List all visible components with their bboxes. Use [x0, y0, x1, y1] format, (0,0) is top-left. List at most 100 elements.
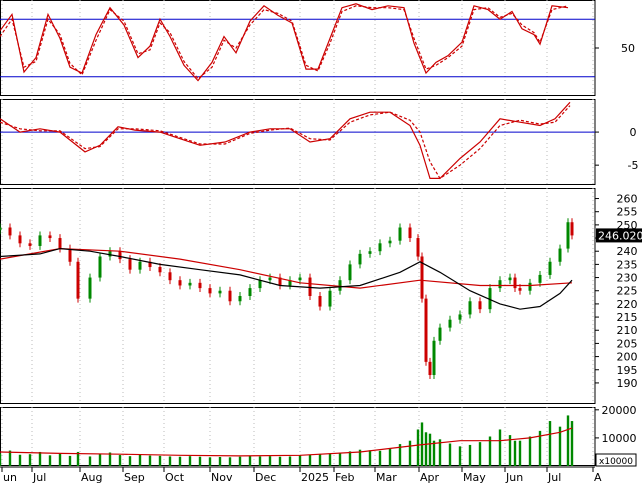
- volume-bar: [0, 453, 2, 466]
- volume-bar: [508, 435, 512, 466]
- candle-body: [288, 280, 292, 286]
- candle-body: [18, 235, 22, 244]
- candle-body: [98, 256, 102, 278]
- volume-bar: [88, 456, 92, 466]
- candle-body: [158, 267, 162, 273]
- candle-body: [58, 238, 62, 249]
- x-tick-label-0: un: [3, 471, 17, 484]
- volume-bar: [388, 448, 392, 466]
- volume-bar: [358, 449, 362, 466]
- candle-body: [488, 288, 492, 310]
- volume-bar: [28, 454, 32, 466]
- volume-bar: [570, 421, 574, 466]
- candle-body: [478, 301, 482, 310]
- candle-body: [38, 235, 42, 246]
- volume-bar: [108, 452, 112, 466]
- volume-bar: [458, 446, 462, 466]
- candle-body: [338, 280, 342, 291]
- price-tick-label-13: 195: [617, 364, 638, 377]
- volume-frame: [0, 407, 596, 466]
- oscillator-panel: 0 -5: [0, 99, 638, 185]
- x-tick-label-3: Sep: [124, 471, 145, 484]
- volume-tick-label-1: 10000: [602, 432, 637, 445]
- candle-body: [548, 261, 552, 275]
- x-tick-label-14: A: [594, 471, 602, 484]
- candle-body: [518, 288, 522, 291]
- volume-bar: [158, 455, 162, 466]
- price-tick-label-10: 210: [617, 324, 638, 337]
- volume-tick-label-0: 20000: [602, 404, 637, 417]
- volume-bar: [148, 455, 152, 466]
- candle-body: [128, 259, 132, 270]
- candle-body: [148, 261, 152, 268]
- volume-bar: [318, 453, 322, 466]
- volume-bar: [288, 456, 292, 466]
- candle-body: [438, 327, 442, 341]
- oscillator-tick-label-1: -5: [628, 159, 639, 172]
- candle-body: [178, 280, 182, 286]
- candle-body: [76, 261, 80, 299]
- price-tick-label-7: 225: [617, 285, 638, 298]
- x-tick-label-9: Mar: [376, 471, 397, 484]
- volume-ma: [0, 427, 573, 457]
- volume-bar: [368, 450, 372, 466]
- volume-bar: [68, 455, 72, 466]
- volume-bar: [566, 415, 570, 466]
- volume-bar: [328, 453, 332, 466]
- candle-body: [448, 319, 452, 328]
- x-tick-label-12: Jun: [505, 471, 523, 484]
- oscillator-line-0: [0, 101, 571, 179]
- volume-bar: [228, 457, 232, 466]
- candle-body: [416, 238, 420, 257]
- volume-bar: [8, 450, 12, 466]
- x-axis: un Jul Aug Sep Oct Nov Dec 2025 Feb Mar Apr May Jun J…: [0, 466, 602, 484]
- volume-bar: [538, 430, 542, 466]
- volume-bar: [118, 455, 122, 466]
- stochastic-tick-label-0: 50: [621, 42, 635, 55]
- volume-bar: [424, 432, 428, 466]
- candle-body: [318, 296, 322, 307]
- volume-bar: [76, 451, 80, 466]
- candle-body: [508, 277, 512, 281]
- volume-bar: [208, 457, 212, 466]
- volume-bar: [198, 456, 202, 466]
- candle-body: [358, 253, 362, 265]
- candle-body: [538, 274, 542, 283]
- volume-bar: [488, 436, 492, 466]
- candle-body: [208, 288, 212, 294]
- x-tick-label-1: Jul: [32, 471, 46, 484]
- candle-body: [398, 227, 402, 241]
- price-tick-label-8: 220: [617, 298, 638, 311]
- oscillator-frame: [0, 99, 596, 185]
- x-tick-label-4: Oct: [165, 471, 185, 484]
- volume-bar: [58, 453, 62, 466]
- volume-bar: [168, 456, 172, 466]
- volume-bar: [338, 452, 342, 466]
- candle-body: [298, 277, 302, 281]
- candle-body: [248, 288, 252, 296]
- candle-body: [88, 277, 92, 299]
- volume-bar: [218, 457, 222, 466]
- price-tick-label-6: 230: [617, 272, 638, 285]
- candle-body: [458, 314, 462, 320]
- last-price-badge: [596, 228, 642, 243]
- volume-bar: [188, 456, 192, 466]
- volume-panel: 20000 10000 x10000: [0, 404, 637, 467]
- price-tick-label-4: 240: [617, 245, 638, 258]
- last-price-label: 246.020: [598, 229, 643, 242]
- candle-body: [8, 227, 12, 236]
- price-ma-long: [0, 247, 573, 289]
- candle-body: [468, 301, 472, 315]
- candle-body: [48, 235, 52, 239]
- price-frame: [0, 188, 596, 404]
- volume-bar: [98, 454, 102, 466]
- volume-unit-box: [595, 453, 637, 467]
- candle-body: [268, 277, 272, 281]
- volume-bar: [428, 433, 432, 466]
- price-panel: 2602552502452402352302252202152102052001…: [0, 188, 643, 404]
- candle-body: [278, 277, 282, 286]
- volume-bar: [468, 444, 472, 466]
- candle-body: [566, 222, 570, 249]
- volume-bar: [128, 456, 132, 466]
- candle-body: [328, 290, 332, 307]
